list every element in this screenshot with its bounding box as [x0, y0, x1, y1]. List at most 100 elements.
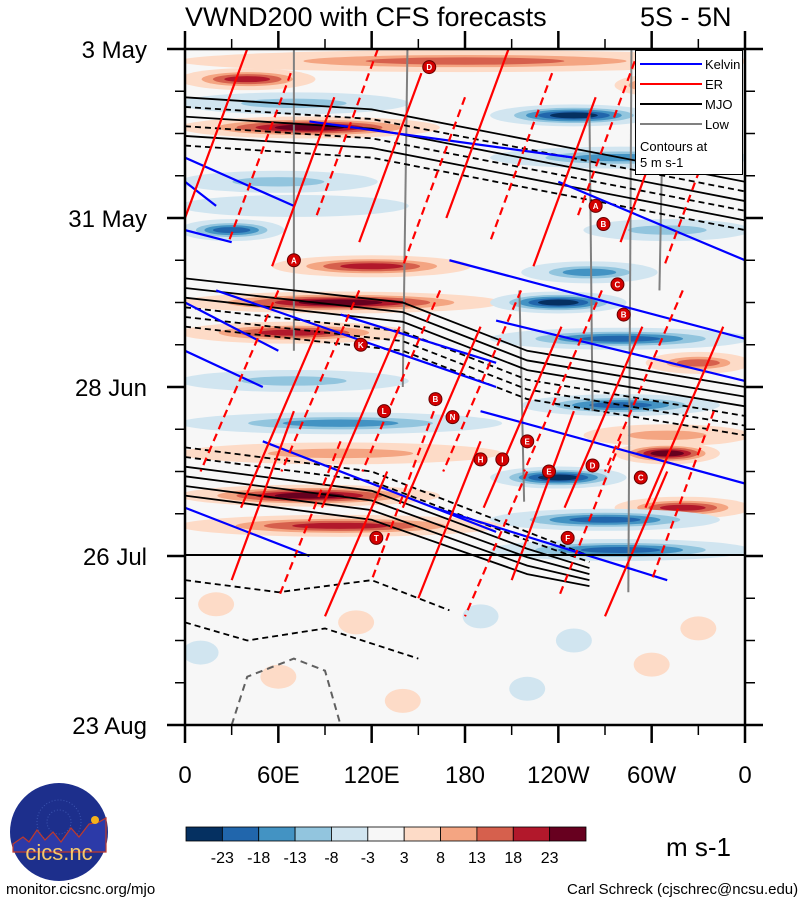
- colorbar-tick-label: -23: [211, 850, 234, 867]
- cics-logo[interactable]: cics.nc: [9, 782, 109, 882]
- colorbar-swatch: [221, 826, 260, 842]
- colorbar-tick-label: -3: [361, 850, 375, 867]
- anomaly-band: [365, 57, 565, 65]
- legend-label: Low: [705, 116, 729, 132]
- er-contour: [277, 440, 342, 599]
- colorbar-swatch: [331, 826, 369, 842]
- storm-icon: [369, 530, 384, 545]
- forecast-anomaly-patch: [338, 610, 375, 635]
- storm-marker: B: [428, 392, 443, 407]
- storm-label: C: [615, 280, 621, 289]
- anomaly-band: [589, 402, 653, 409]
- storm-marker: C: [633, 470, 648, 485]
- mjo-line-swatch: [640, 103, 702, 105]
- storm-marker: D: [422, 60, 437, 75]
- kelvin-contour: [185, 229, 232, 244]
- storm-icon: [520, 434, 535, 449]
- storm-label: D: [426, 63, 432, 72]
- forecast-anomaly-patch: [680, 616, 717, 641]
- mjo-contour: [185, 115, 745, 202]
- forecast-anomaly-patch: [509, 676, 546, 701]
- colorbar-swatch: [367, 826, 405, 842]
- storm-icon: [286, 253, 301, 268]
- anomaly-band: [562, 268, 617, 276]
- anomaly-band: [212, 227, 251, 234]
- legend-label: Kelvin: [705, 56, 741, 72]
- y-tick-label: 26 Jul: [83, 544, 147, 571]
- mjo-contour: [185, 456, 590, 563]
- storm-marker: H: [473, 452, 488, 467]
- legend: Kelvin ER MJO Low Contours at 5 m s-1: [635, 50, 743, 175]
- er-contour: [239, 326, 320, 509]
- storm-marker: D: [585, 458, 600, 473]
- colorbar-swatch: [476, 826, 514, 842]
- source-url-link[interactable]: monitor.cicsnc.org/mjo: [6, 881, 156, 898]
- colorbar-swatch: [294, 826, 332, 842]
- mjo-contour: [185, 621, 419, 660]
- legend-item-kelvin: Kelvin: [640, 56, 740, 72]
- anomaly-band: [580, 546, 661, 553]
- colorbar-tick-label: -13: [284, 850, 307, 867]
- kelvin-contour: [480, 410, 745, 485]
- mjo-contour: [185, 446, 590, 557]
- forecast-anomaly-patch: [633, 652, 670, 677]
- storm-icon: [473, 452, 488, 467]
- contour-interval-note: Contours at 5 m s-1: [640, 139, 707, 171]
- y-tick-label: 23 Aug: [72, 713, 147, 740]
- filtered-contours: [185, 49, 745, 725]
- er-contour: [445, 49, 510, 219]
- low-contour: [627, 49, 633, 593]
- storm-icon: [610, 277, 625, 292]
- low-contour: [401, 49, 409, 388]
- x-tick-label: 60E: [257, 762, 300, 789]
- storm-marker: N: [445, 410, 460, 425]
- anomaly-band: [659, 504, 706, 511]
- x-tick-label: 0: [738, 762, 751, 789]
- storm-markers: DAABACBKLBNEHIEDCTF: [286, 60, 653, 545]
- storm-label: L: [382, 407, 387, 416]
- wind-anomaly-field: [185, 49, 745, 725]
- storm-label: B: [621, 311, 627, 320]
- colorbar-tick-label: 18: [504, 850, 522, 867]
- storm-icon: [596, 217, 611, 232]
- colorbar-swatch: [185, 826, 223, 842]
- note-line-1: Contours at: [640, 139, 708, 154]
- er-contour: [482, 326, 563, 509]
- x-tick-label: 60W: [627, 762, 677, 789]
- storm-icon: [353, 337, 368, 352]
- storm-marker: L: [377, 404, 392, 419]
- storm-icon: [422, 60, 437, 75]
- colorbar-swatch: [440, 826, 478, 842]
- kelvin-contour: [433, 506, 668, 582]
- x-tick-label: 120E: [344, 762, 400, 789]
- kelvin-line-swatch: [640, 63, 702, 65]
- mjo-contour: [185, 125, 745, 212]
- mjo-contour: [185, 325, 745, 437]
- low-contour: [230, 657, 342, 725]
- anomaly-band: [224, 76, 271, 83]
- anomaly-band: [569, 516, 641, 523]
- mjo-contour: [185, 579, 450, 612]
- storm-icon: [495, 452, 510, 467]
- y-tick-label: 31 May: [68, 206, 147, 233]
- er-contour: [575, 49, 641, 219]
- mjo-contour: [185, 296, 745, 408]
- er-contour: [557, 440, 622, 599]
- storm-marker: C: [610, 277, 625, 292]
- storm-label: F: [565, 534, 570, 543]
- x-tick-label: 180: [445, 762, 485, 789]
- y-tick-label: 28 Jun: [75, 375, 147, 402]
- er-contour: [644, 326, 725, 509]
- forecast-anomaly-patch: [198, 592, 235, 617]
- storm-marker: I: [495, 452, 510, 467]
- legend-item-mjo: MJO: [640, 96, 732, 112]
- er-contour: [185, 49, 249, 219]
- er-contour: [463, 471, 529, 617]
- kelvin-contour: [449, 259, 745, 340]
- er-contour: [401, 326, 482, 509]
- storm-label: K: [358, 341, 364, 350]
- storm-label: C: [638, 474, 644, 483]
- mjo-contour: [185, 287, 745, 398]
- kelvin-contour: [185, 349, 264, 388]
